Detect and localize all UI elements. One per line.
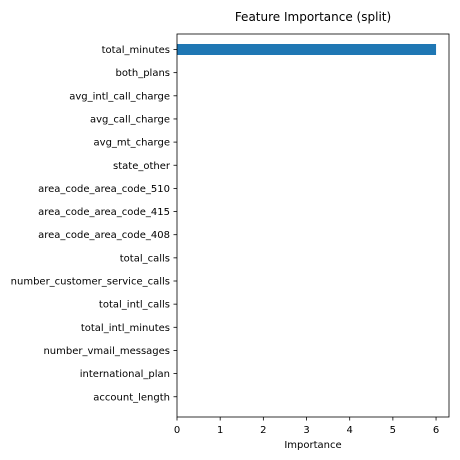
y-tick-label-avg-call-charge: avg_call_charge [90, 114, 170, 125]
x-tick-label-0: 0 [174, 425, 180, 436]
bars-group [177, 44, 437, 55]
y-tick-label-number-customer-service-calls: number_customer_service_calls [11, 277, 170, 288]
x-axis: 0 1 2 3 4 5 6 [174, 417, 439, 436]
y-tick-label-area-code-area-code-408: area_code_area_code_408 [38, 230, 170, 241]
y-tick-label-area-code-area-code-510: area_code_area_code_510 [38, 184, 170, 195]
plot-frame [176, 33, 450, 418]
y-axis: total_minutes both_plans avg_intl_call_cha… [11, 45, 177, 403]
y-tick-label-number-vmail-messages: number_vmail_messages [43, 346, 170, 357]
y-tick-label-avg-mt-charge: avg_mt_charge [94, 138, 170, 149]
chart-title: Feature Importance (split) [235, 10, 391, 24]
y-tick-label-both-plans: both_plans [115, 68, 170, 79]
y-tick-label-total-intl-calls: total_intl_calls [99, 300, 170, 311]
y-tick-label-total-intl-minutes: total_intl_minutes [81, 323, 170, 334]
x-tick-label-1: 1 [217, 425, 223, 436]
y-tick-label-area-code-area-code-415: area_code_area_code_415 [38, 207, 170, 218]
y-tick-label-state-other: state_other [113, 161, 171, 172]
x-tick-label-3: 3 [303, 425, 309, 436]
x-axis-label: Importance [284, 440, 341, 451]
y-tick-label-international-plan: international_plan [80, 369, 170, 380]
x-tick-label-6: 6 [433, 425, 439, 436]
y-tick-label-total-minutes: total_minutes [102, 45, 170, 56]
x-tick-label-4: 4 [347, 425, 353, 436]
y-tick-label-total-calls: total_calls [120, 253, 170, 264]
bar-total-minutes [177, 44, 437, 55]
x-tick-label-2: 2 [260, 425, 266, 436]
y-tick-label-avg-intl-call-charge: avg_intl_call_charge [69, 91, 170, 102]
y-tick-label-account-length: account_length [93, 392, 170, 403]
x-tick-label-5: 5 [390, 425, 396, 436]
